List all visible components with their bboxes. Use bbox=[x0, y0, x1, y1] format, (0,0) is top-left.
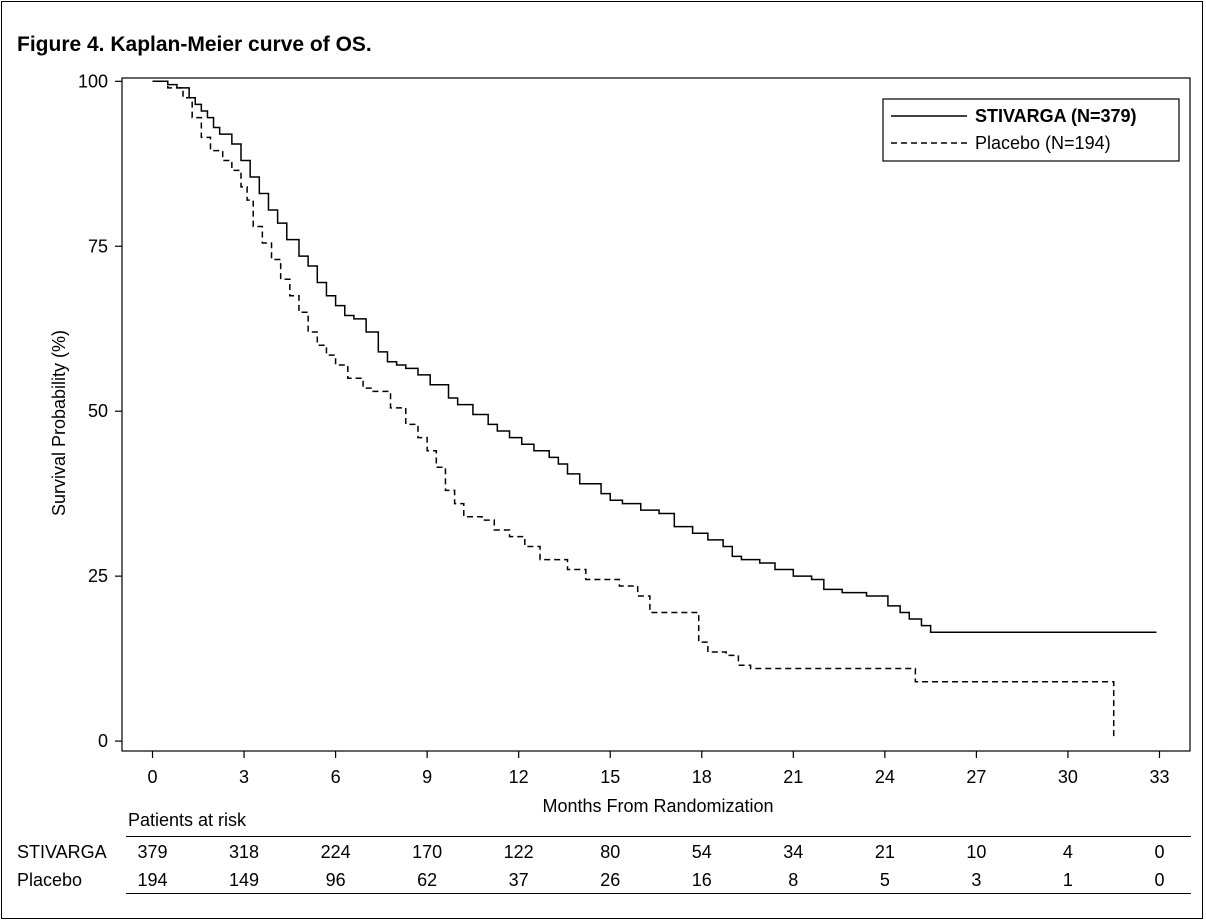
y-tick-label: 50 bbox=[88, 401, 108, 421]
x-tick-label: 21 bbox=[783, 767, 803, 787]
series-layer bbox=[152, 80, 1157, 738]
figure-title: Figure 4. Kaplan-Meier curve of OS. bbox=[17, 33, 372, 56]
risk-cell: 3 bbox=[971, 870, 982, 890]
risk-cell: 37 bbox=[508, 870, 529, 890]
risk-row-label-placebo: Placebo bbox=[17, 870, 83, 890]
risk-cell: 318 bbox=[229, 842, 260, 862]
y-axis-label: Survival Probability (%) bbox=[49, 330, 69, 516]
x-tick-label: 12 bbox=[509, 767, 529, 787]
risk-cell: 16 bbox=[691, 870, 712, 890]
x-tick-label: 15 bbox=[600, 767, 620, 787]
risk-cell: 8 bbox=[788, 870, 799, 890]
risk-cell: 379 bbox=[137, 842, 168, 862]
legend-box bbox=[882, 98, 1180, 162]
risk-table-bottom-rule bbox=[126, 893, 1191, 894]
legend-label-stivarga: STIVARGA (N=379) bbox=[975, 106, 1137, 126]
x-tick-label: 3 bbox=[239, 767, 249, 787]
risk-cell: 194 bbox=[137, 870, 168, 890]
risk-cell: 96 bbox=[325, 870, 346, 890]
risk-cell: 26 bbox=[600, 870, 621, 890]
risk-table-top-rule bbox=[126, 836, 1191, 837]
y-tick-label: 75 bbox=[88, 236, 108, 256]
risk-table-header: Patients at risk bbox=[128, 810, 247, 830]
risk-cell: 34 bbox=[783, 842, 804, 862]
x-tick-label: 30 bbox=[1058, 767, 1078, 787]
risk-cell: 170 bbox=[412, 842, 443, 862]
y-tick-label: 25 bbox=[88, 566, 108, 586]
legend: STIVARGA (N=379) Placebo (N=194) bbox=[882, 98, 1180, 162]
x-tick-label: 24 bbox=[875, 767, 895, 787]
x-tick-label: 6 bbox=[331, 767, 341, 787]
risk-cell: 224 bbox=[320, 842, 351, 862]
x-tick-label: 27 bbox=[966, 767, 986, 787]
risk-cell: 62 bbox=[417, 870, 438, 890]
risk-row-label-stivarga: STIVARGA bbox=[17, 842, 107, 862]
y-tick-label: 0 bbox=[98, 731, 108, 751]
risk-cell: 122 bbox=[503, 842, 534, 862]
x-axis: 0 3 6 9 12 15 18 21 24 27 30 33 bbox=[148, 751, 1170, 787]
risk-cell: 0 bbox=[1154, 870, 1165, 890]
risk-cell: 1 bbox=[1062, 870, 1073, 890]
x-tick-label: 18 bbox=[692, 767, 712, 787]
curve-stivarga bbox=[152, 80, 1157, 633]
risk-cell: 4 bbox=[1062, 842, 1073, 862]
y-tick-label: 100 bbox=[78, 71, 108, 91]
x-tick-label: 0 bbox=[148, 767, 158, 787]
legend-label-placebo: Placebo (N=194) bbox=[975, 133, 1111, 153]
risk-cell: 80 bbox=[600, 842, 621, 862]
risk-cell: 0 bbox=[1154, 842, 1165, 862]
risk-cell: 21 bbox=[874, 842, 895, 862]
curve-placebo bbox=[152, 80, 1115, 738]
x-tick-label: 33 bbox=[1149, 767, 1169, 787]
risk-cell: 10 bbox=[966, 842, 987, 862]
plot-area bbox=[121, 77, 1191, 752]
x-tick-label: 9 bbox=[422, 767, 432, 787]
y-axis: 0 25 50 75 100 bbox=[78, 71, 122, 751]
risk-cell: 54 bbox=[691, 842, 712, 862]
x-axis-label: Months From Randomization bbox=[542, 796, 773, 816]
risk-cell: 5 bbox=[879, 870, 890, 890]
risk-cell: 149 bbox=[229, 870, 260, 890]
